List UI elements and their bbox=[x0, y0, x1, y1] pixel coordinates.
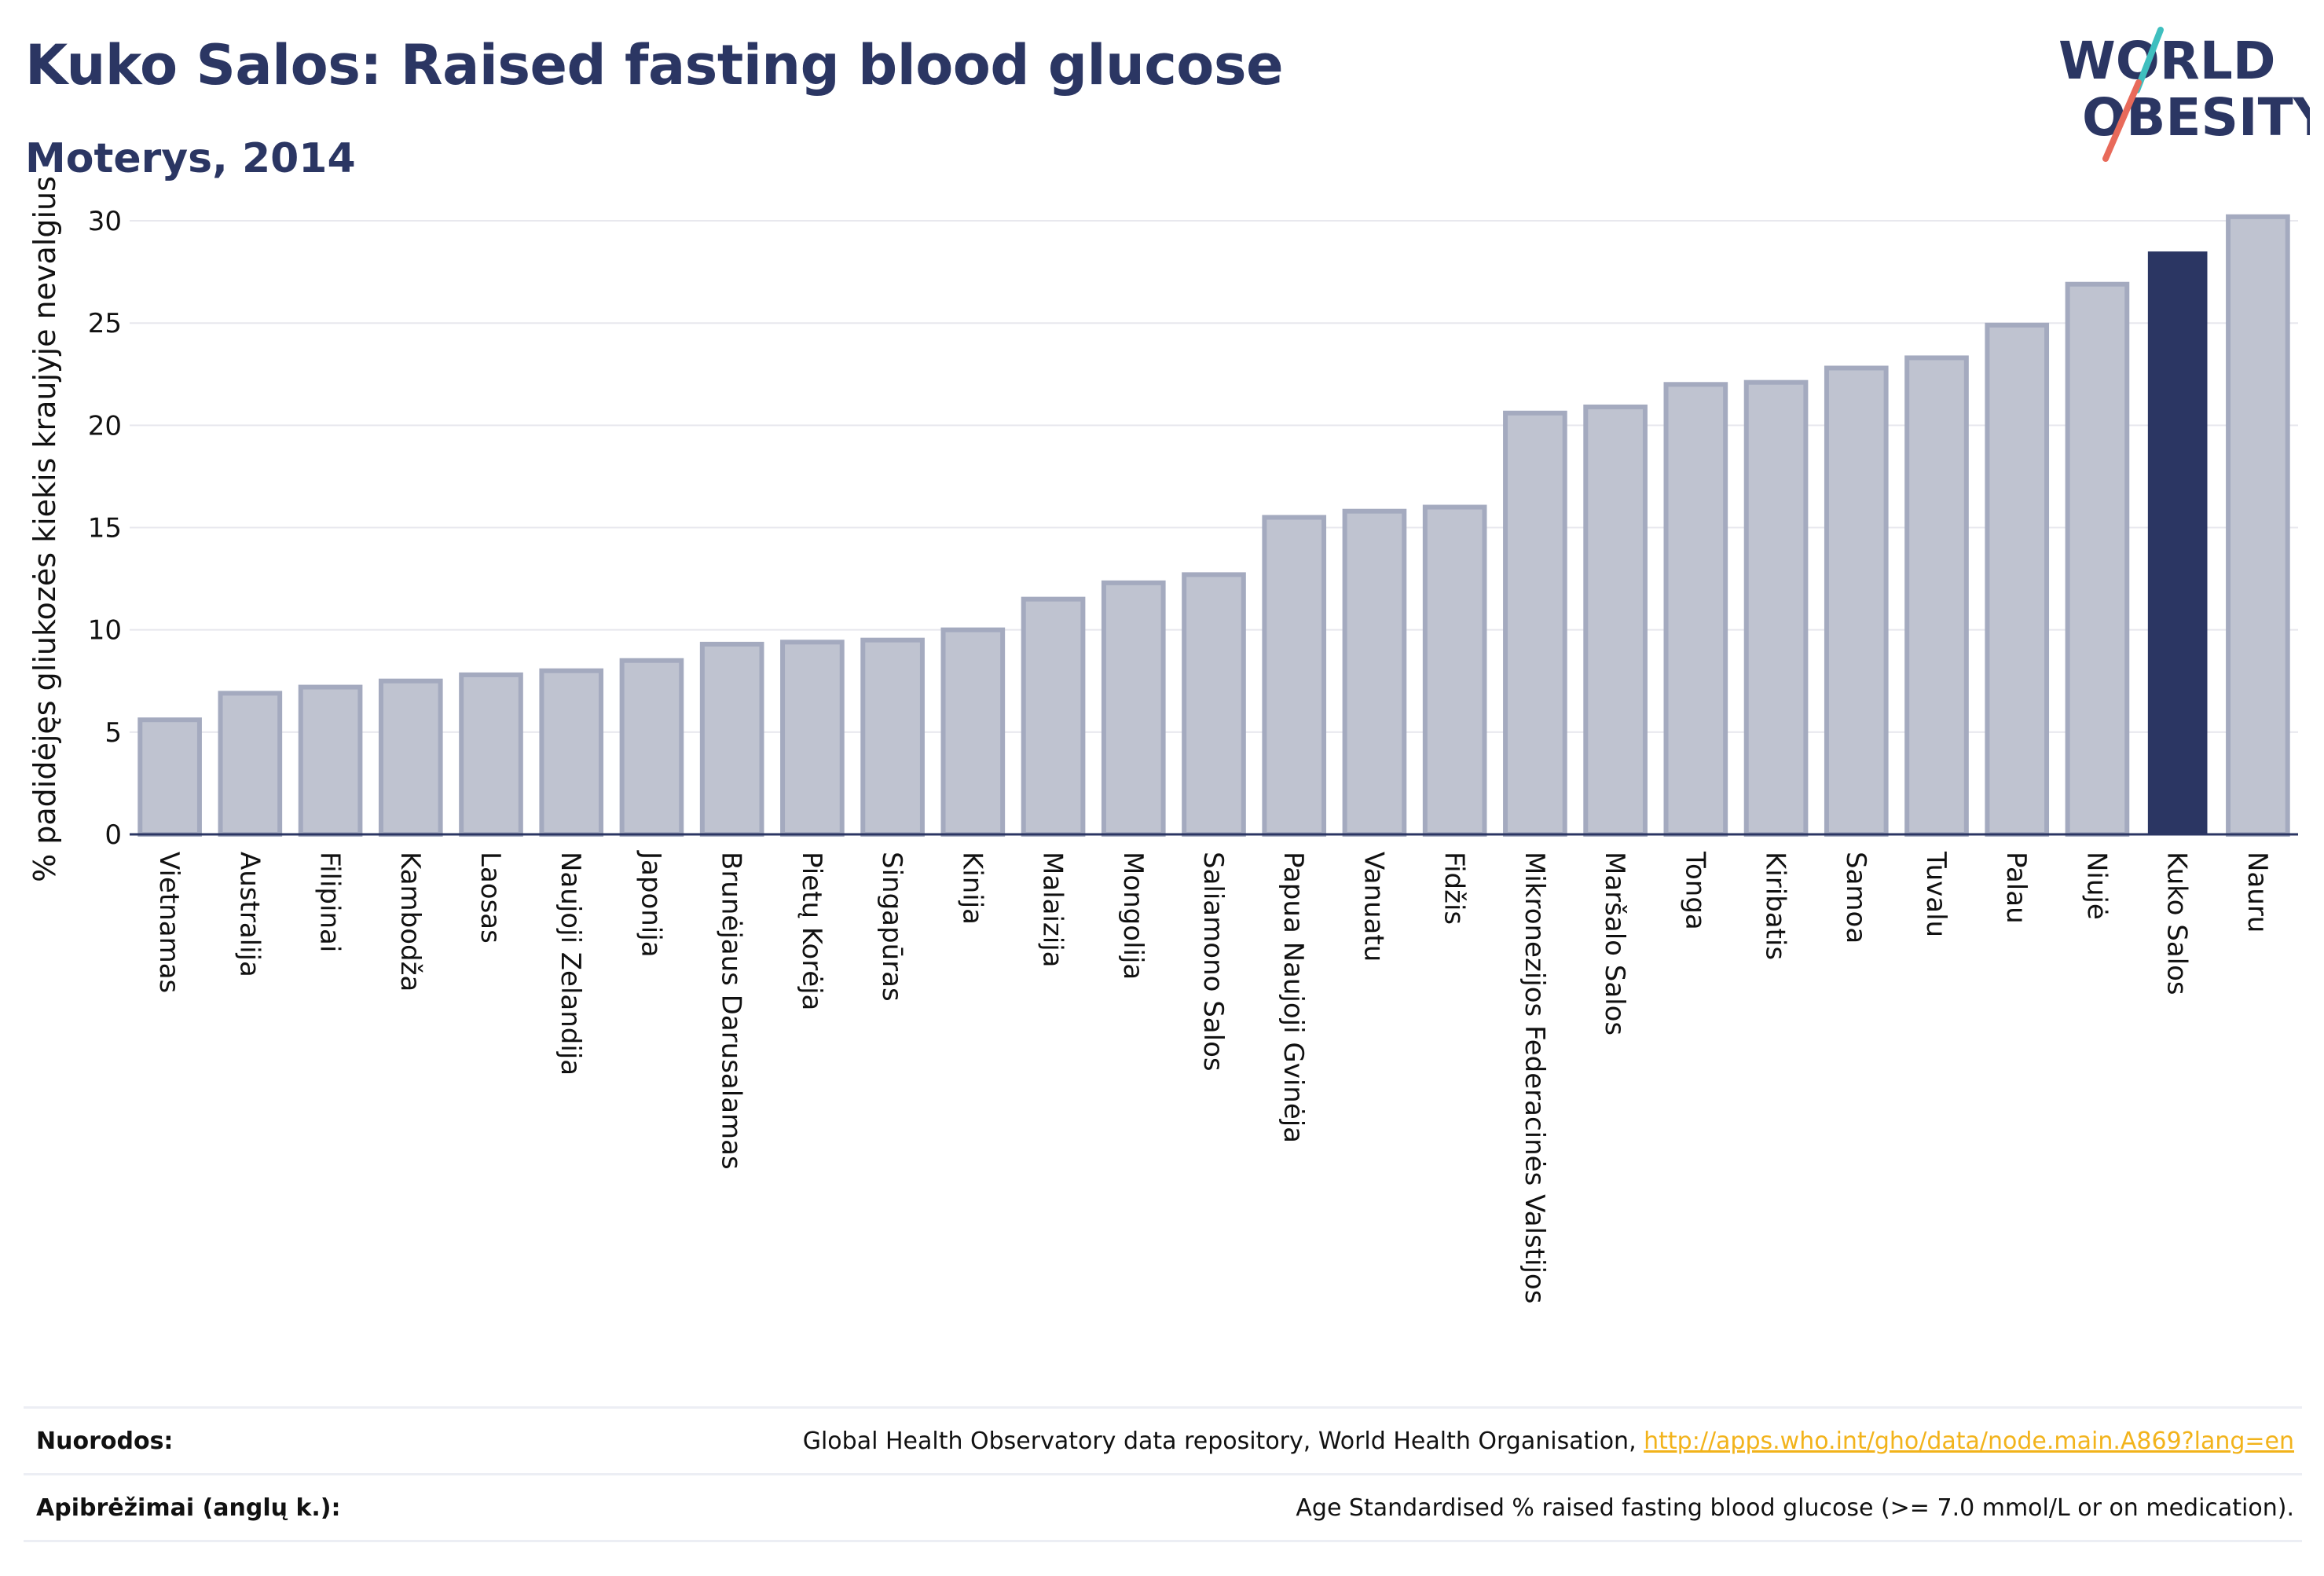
sources-text: Global Health Observatory data repositor… bbox=[802, 1427, 1644, 1455]
bar[interactable] bbox=[218, 691, 283, 837]
x-tick-label: Kiribatis bbox=[1760, 852, 1791, 960]
logo-slash-coral bbox=[2102, 79, 2142, 162]
x-tick-label: Tonga bbox=[1679, 851, 1710, 930]
bar[interactable] bbox=[1583, 404, 1648, 837]
y-tick-label: 25 bbox=[88, 308, 122, 339]
bar[interactable] bbox=[1503, 410, 1567, 837]
footer: Nuorodos: Global Health Observatory data… bbox=[24, 1406, 2302, 1542]
x-tick-label: Nauru bbox=[2242, 852, 2273, 933]
bar[interactable] bbox=[1985, 322, 2050, 837]
y-tick-label: 5 bbox=[104, 717, 122, 749]
x-tick-label: Vanuatu bbox=[1358, 852, 1389, 962]
bars bbox=[137, 214, 2290, 837]
logo-text-world: WORLD bbox=[2058, 31, 2276, 91]
bar[interactable] bbox=[298, 684, 363, 837]
y-tick-label: 0 bbox=[104, 819, 122, 851]
y-tick-label: 30 bbox=[88, 206, 122, 237]
x-tick-label: Niujė bbox=[2080, 852, 2112, 920]
x-tick-label: Kambodža bbox=[394, 852, 426, 991]
category-labels: Vietnamas Australija Filipinai Kambodža Laos… bbox=[153, 850, 2273, 1303]
bar[interactable] bbox=[619, 658, 684, 837]
bar[interactable] bbox=[1101, 580, 1166, 837]
x-tick-label: Laosas bbox=[475, 852, 506, 944]
chart-subtitle: Moterys, 2014 bbox=[25, 135, 356, 182]
sources-value: Global Health Observatory data repositor… bbox=[803, 1428, 2302, 1455]
bar[interactable] bbox=[1663, 382, 1728, 837]
sources-label: Nuorodos: bbox=[36, 1427, 174, 1455]
bar[interactable] bbox=[378, 678, 443, 837]
bar[interactable] bbox=[2147, 251, 2208, 834]
x-tick-label: Maršalo Salos bbox=[1599, 852, 1630, 1035]
x-tick-label: Mikronezijos Federacinės Valstijos bbox=[1519, 852, 1550, 1303]
x-tick-label: Papua Naujoji Gvinėja bbox=[1277, 852, 1309, 1143]
y-axis-title: % padidėjęs gliukozės kiekis kraujyje ne… bbox=[27, 176, 62, 882]
x-tick-label: Malaizija bbox=[1037, 852, 1069, 967]
bar[interactable] bbox=[1342, 508, 1407, 837]
x-tick-label: Singapūras bbox=[876, 852, 907, 1002]
x-tick-label: Mongolija bbox=[1117, 852, 1149, 980]
bar[interactable] bbox=[539, 668, 604, 837]
bar[interactable] bbox=[1021, 596, 1086, 837]
definitions-label: Apibrėžimai (anglų k.): bbox=[36, 1494, 341, 1522]
bar-chart: 0 5 10 15 20 25 30 Vietnamas Australija Filipina… bbox=[27, 176, 2298, 1303]
footer-definitions-row: Apibrėžimai (anglų k.): Age Standardised… bbox=[24, 1473, 2302, 1542]
x-tick-label: Australija bbox=[233, 852, 265, 977]
bar[interactable] bbox=[2226, 214, 2290, 837]
bar[interactable] bbox=[1422, 504, 1487, 837]
footer-sources-row: Nuorodos: Global Health Observatory data… bbox=[24, 1406, 2302, 1473]
bar[interactable] bbox=[940, 627, 1006, 837]
x-tick-label: Brunėjaus Darusalamas bbox=[716, 852, 747, 1170]
x-tick-label: Filipinai bbox=[314, 852, 346, 952]
bar[interactable] bbox=[137, 717, 202, 837]
x-tick-label: Pietų Korėja bbox=[796, 852, 827, 1010]
sources-link[interactable]: http://apps.who.int/gho/data/node.main.A… bbox=[1644, 1427, 2294, 1455]
x-tick-label: Samoa bbox=[1840, 852, 1871, 944]
y-tick-labels: 0 5 10 15 20 25 30 bbox=[88, 206, 122, 851]
x-tick-label: Saliamono Salos bbox=[1197, 852, 1229, 1072]
x-tick-label: Palau bbox=[2000, 852, 2032, 924]
bar[interactable] bbox=[459, 672, 523, 837]
x-tick-label: Fidžis bbox=[1439, 852, 1470, 925]
bar[interactable] bbox=[1824, 365, 1889, 837]
x-tick-label: Tuvalu bbox=[1920, 851, 1952, 937]
world-obesity-logo: WORLD OBESITY bbox=[2058, 27, 2310, 162]
y-tick-label: 15 bbox=[88, 513, 122, 544]
logo-slash-teal bbox=[2134, 27, 2164, 93]
bar[interactable] bbox=[1262, 515, 1327, 837]
x-tick-label: Kinija bbox=[956, 852, 988, 925]
logo-text-obesity: OBESITY bbox=[2082, 87, 2310, 148]
y-tick-label: 10 bbox=[88, 615, 122, 647]
definitions-text: Age Standardised % raised fasting blood … bbox=[1296, 1494, 2294, 1522]
bar[interactable] bbox=[699, 641, 764, 837]
x-tick-label: Japonija bbox=[635, 850, 666, 958]
chart-title: Kuko Salos: Raised fasting blood glucose bbox=[25, 33, 1284, 97]
bar[interactable] bbox=[1743, 379, 1809, 837]
bar[interactable] bbox=[780, 640, 845, 837]
x-tick-label: Vietnamas bbox=[153, 852, 185, 993]
bar[interactable] bbox=[2065, 281, 2130, 837]
bar[interactable] bbox=[860, 637, 925, 837]
y-tick-label: 20 bbox=[88, 410, 122, 442]
bar[interactable] bbox=[1182, 572, 1246, 837]
x-tick-label: Naujoji Zelandija bbox=[555, 852, 586, 1076]
bar[interactable] bbox=[1904, 355, 1969, 837]
x-tick-label: Kuko Salos bbox=[2161, 852, 2193, 995]
